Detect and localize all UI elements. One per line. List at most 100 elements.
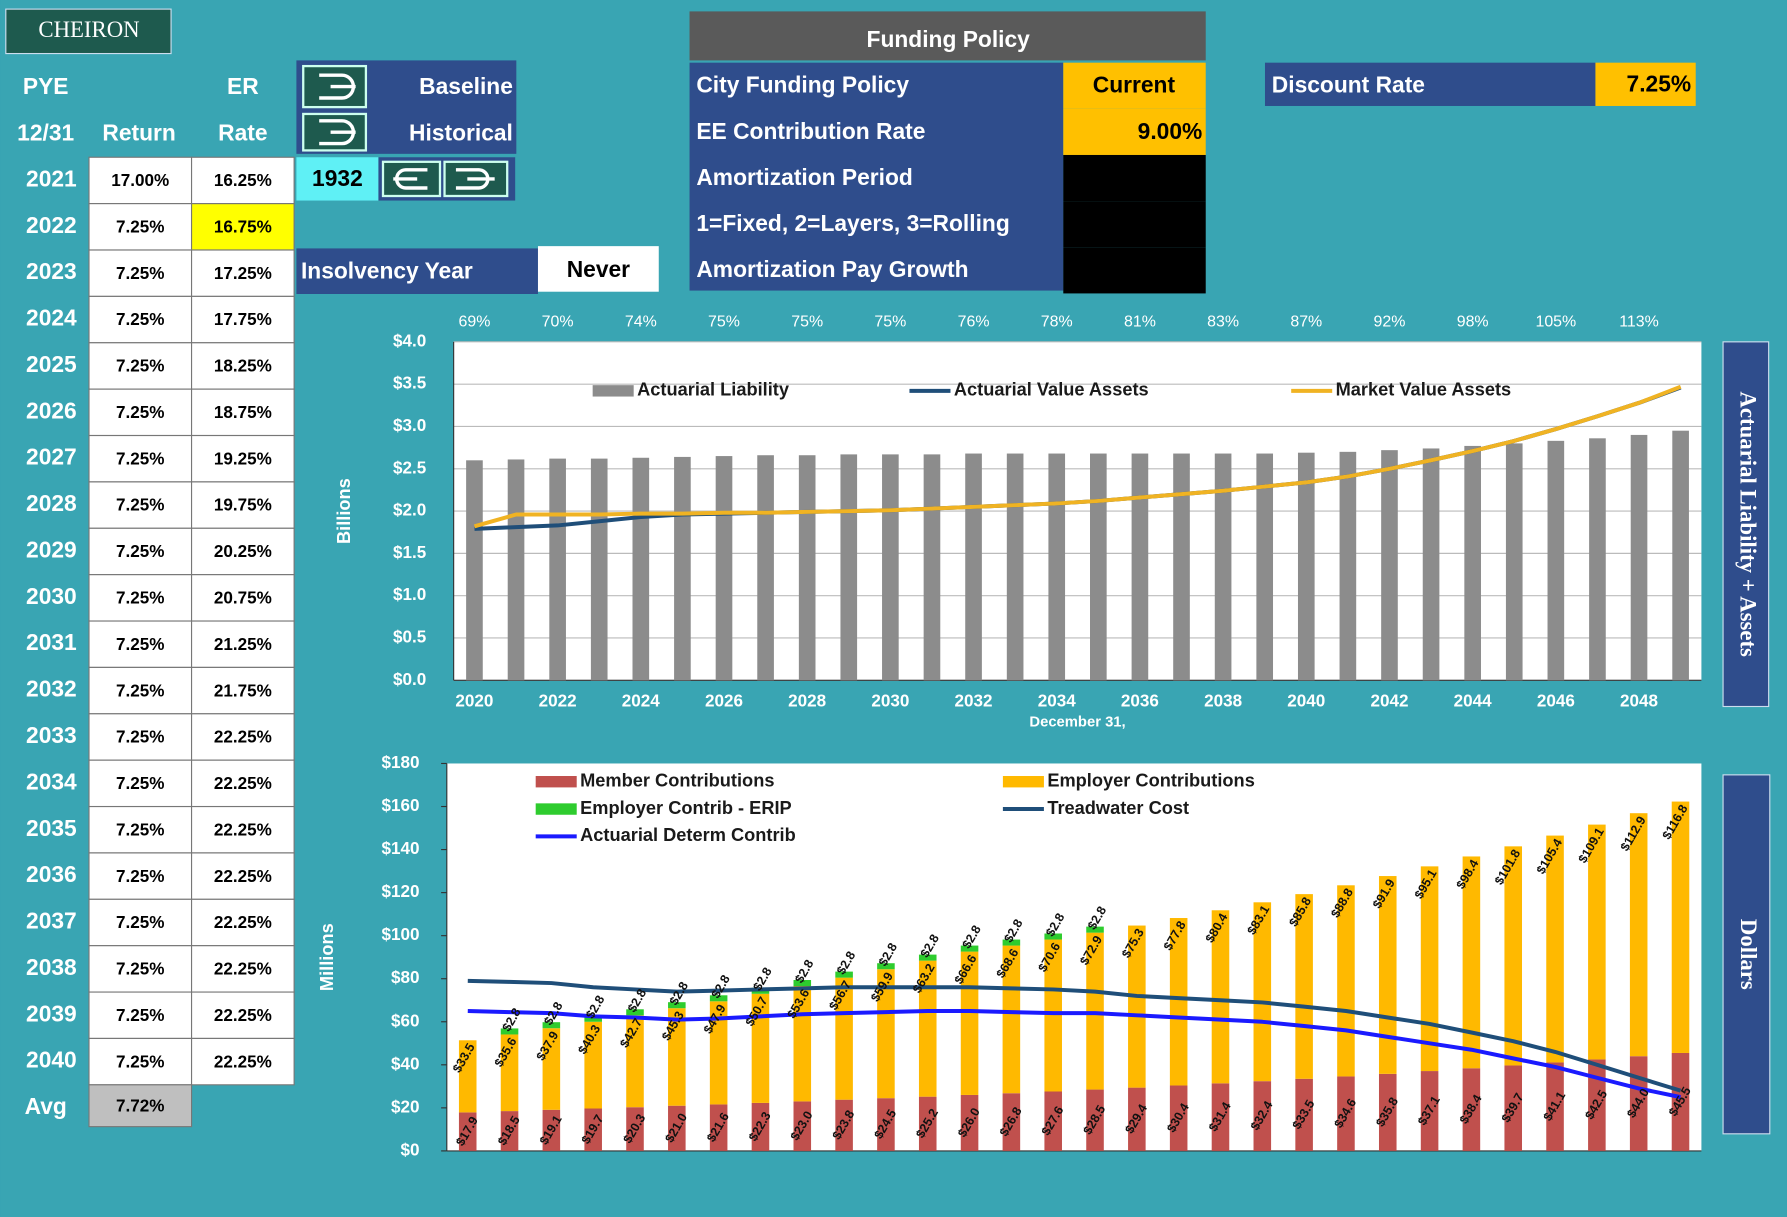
rate-value: 17.75%: [214, 310, 272, 329]
rate-cell[interactable]: [190, 620, 295, 668]
return-cell[interactable]: [88, 249, 193, 297]
y-tick-label: $1.0: [393, 585, 426, 604]
bar: [1588, 824, 1606, 1060]
historical-label: Historical: [409, 119, 513, 145]
bar: [549, 458, 566, 681]
button-icon: [455, 168, 495, 190]
bar: [668, 1105, 686, 1151]
return-cell[interactable]: [88, 945, 193, 993]
rate-cell[interactable]: [190, 249, 295, 297]
rate-value: 21.75%: [214, 681, 272, 700]
rate-cell[interactable]: [190, 434, 295, 483]
rate-cell[interactable]: [190, 898, 295, 947]
bar: [1169, 1085, 1188, 1151]
rate-cell[interactable]: [190, 295, 295, 344]
policy-value-box[interactable]: [1063, 247, 1206, 294]
return-cell[interactable]: [88, 759, 193, 808]
return-value: 7.25%: [116, 542, 164, 561]
rate-cell[interactable]: [190, 388, 295, 437]
rate-cell[interactable]: [190, 852, 295, 900]
line: [473, 384, 1682, 529]
return-value: 7.25%: [116, 449, 164, 468]
return-cell[interactable]: [88, 295, 193, 344]
bar: [1588, 1059, 1606, 1151]
bar: [1090, 453, 1107, 681]
year-box[interactable]: [296, 157, 379, 201]
bar: [751, 1102, 770, 1151]
policy-value-box[interactable]: [1063, 62, 1206, 109]
bar: [458, 1040, 477, 1113]
year-label: 2025: [26, 351, 77, 377]
rate-value: 19.25%: [214, 449, 272, 468]
bar: [840, 454, 858, 681]
insolvency-panel: [296, 248, 538, 294]
legend-label: Market Value Assets: [1336, 379, 1512, 400]
return-cell[interactable]: [88, 481, 193, 529]
legend-swatch: [592, 385, 634, 397]
return-cell[interactable]: [88, 342, 193, 390]
rate-value: 20.25%: [214, 542, 272, 561]
return-cell[interactable]: [88, 852, 193, 900]
bar: [500, 1034, 519, 1112]
legend-label: Actuarial Value Assets: [954, 379, 1149, 400]
year-label: 2024: [26, 305, 77, 331]
return-value: 7.25%: [116, 681, 164, 700]
baseline-button[interactable]: [302, 64, 368, 109]
bar: [1505, 443, 1523, 681]
return-cell[interactable]: [88, 388, 193, 437]
return-cell[interactable]: [88, 991, 193, 1040]
side-panel: [1722, 774, 1771, 1135]
button-icon: [393, 168, 428, 190]
year-label: 2029: [26, 536, 77, 562]
legend-label: Treadwater Cost: [1047, 797, 1189, 818]
button-icon: [319, 73, 356, 100]
funded-ratio-label: 92%: [1374, 314, 1406, 331]
policy-label: City Funding Policy: [696, 72, 909, 98]
rate-cell[interactable]: [190, 759, 295, 808]
bar: [877, 1098, 895, 1151]
bar: [918, 954, 937, 961]
policy-value-box[interactable]: [1063, 108, 1206, 155]
policy-value-box[interactable]: [1063, 201, 1206, 248]
return-cell[interactable]: [88, 805, 193, 854]
funded-ratio-label: 78%: [1041, 314, 1073, 331]
discount-box[interactable]: [1595, 62, 1696, 106]
historical-button[interactable]: [302, 112, 368, 152]
policy-value: 9.00%: [1138, 118, 1203, 144]
return-value: 7.25%: [116, 728, 164, 747]
policy-value-box[interactable]: [1063, 154, 1206, 202]
return-value: 7.25%: [116, 403, 164, 422]
return-cell[interactable]: [88, 713, 193, 761]
rate-cell[interactable]: [190, 991, 295, 1040]
rate-value: 22.25%: [214, 867, 272, 886]
prev-year-button[interactable]: [381, 160, 442, 198]
rate-cell[interactable]: [190, 666, 295, 715]
bar: [1589, 438, 1606, 681]
x-tick-label: 2036: [1121, 691, 1159, 710]
return-cell[interactable]: [88, 620, 193, 668]
rate-cell[interactable]: [190, 481, 295, 529]
x-tick-label: 2032: [955, 691, 993, 710]
year-label: 2036: [26, 861, 77, 887]
return-cell[interactable]: [88, 434, 193, 483]
bar: [877, 969, 895, 1099]
rate-cell[interactable]: [190, 805, 295, 854]
y-tick-label: $180: [381, 753, 419, 772]
funded-ratio-label: 75%: [874, 314, 906, 331]
rate-value: 22.25%: [214, 960, 272, 979]
rate-value: 22.25%: [214, 774, 272, 793]
rate-cell[interactable]: [190, 1037, 295, 1086]
rate-cell[interactable]: [190, 713, 295, 761]
bar: [1086, 1089, 1104, 1151]
x-tick-label: 2048: [1620, 691, 1658, 710]
return-cell[interactable]: [88, 156, 193, 205]
bar: [542, 1022, 561, 1029]
bar: [918, 1096, 937, 1151]
x-tick-label: 2024: [622, 691, 660, 710]
discount-panel: [1264, 62, 1596, 106]
y-tick-label: $120: [381, 882, 419, 901]
bar: [507, 459, 525, 681]
year-label: 2037: [26, 908, 77, 934]
next-year-button[interactable]: [443, 160, 509, 198]
year-label: 2031: [26, 629, 77, 655]
